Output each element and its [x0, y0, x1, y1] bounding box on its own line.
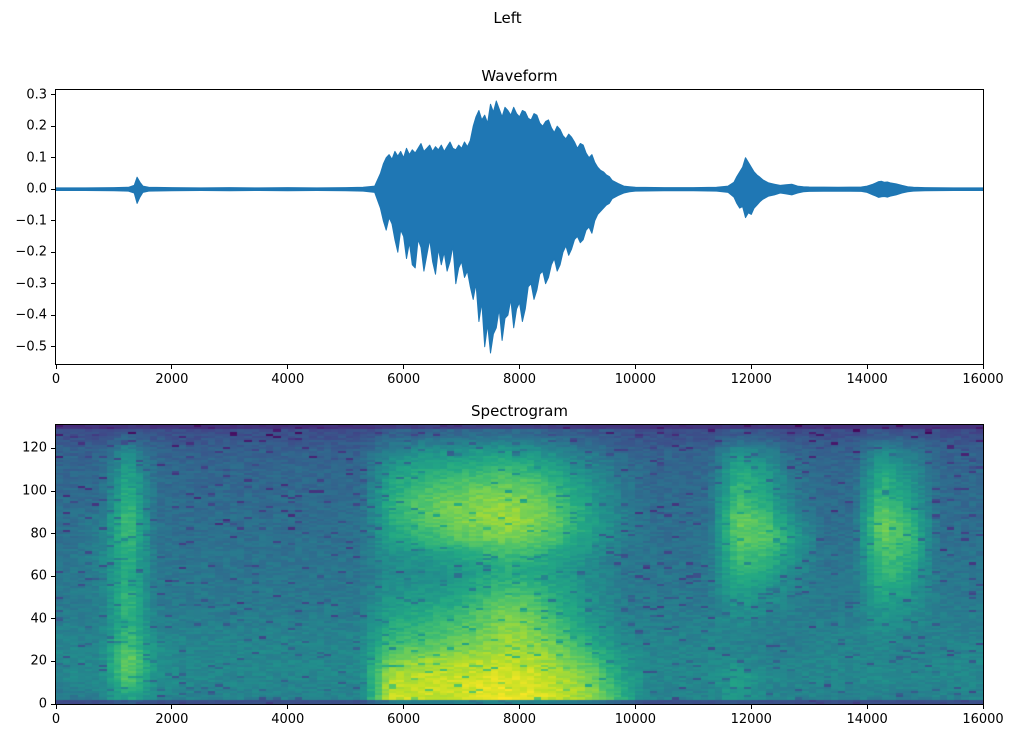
- x-tick-mark: [403, 705, 405, 709]
- y-tick-label: 80: [30, 526, 47, 542]
- y-tick-label: −0.4: [15, 307, 47, 323]
- waveform-plot-area: [55, 89, 984, 365]
- y-tick-mark: [51, 94, 55, 96]
- spectrogram-plot-area: [55, 424, 984, 705]
- y-tick-label: 40: [30, 611, 47, 627]
- y-tick-mark: [51, 447, 55, 449]
- x-tick-mark: [55, 705, 57, 709]
- x-tick-label: 14000: [846, 712, 888, 727]
- x-tick-label: 4000: [271, 372, 305, 387]
- x-tick-mark: [982, 705, 984, 709]
- x-tick-mark: [634, 365, 636, 369]
- x-tick-mark: [171, 705, 173, 709]
- y-tick-label: 0.3: [26, 87, 47, 103]
- x-tick-label: 10000: [614, 372, 657, 387]
- x-tick-label: 16000: [962, 372, 1004, 387]
- x-tick-mark: [866, 365, 868, 369]
- x-tick-mark: [55, 365, 57, 369]
- y-tick-label: −0.2: [15, 244, 47, 260]
- y-tick-mark: [51, 125, 55, 127]
- x-tick-label: 6000: [387, 372, 421, 387]
- x-tick-mark: [287, 365, 289, 369]
- y-tick-label: 0.2: [26, 118, 47, 134]
- y-tick-label: −0.3: [15, 276, 47, 292]
- x-tick-label: 12000: [730, 372, 772, 387]
- x-tick-mark: [982, 365, 984, 369]
- y-tick-label: 60: [30, 568, 47, 584]
- y-tick-mark: [51, 346, 55, 348]
- x-tick-label: 0: [51, 712, 61, 727]
- y-tick-mark: [51, 490, 55, 492]
- y-tick-mark: [51, 251, 55, 253]
- y-tick-mark: [51, 533, 55, 535]
- y-tick-label: 20: [30, 653, 47, 669]
- y-tick-mark: [51, 703, 55, 705]
- y-tick-mark: [51, 575, 55, 577]
- y-tick-label: 0.0: [26, 181, 47, 197]
- y-tick-label: −0.5: [15, 339, 47, 355]
- x-tick-label: 12000: [730, 712, 772, 727]
- x-tick-mark: [403, 365, 405, 369]
- y-tick-label: 100: [22, 483, 47, 499]
- y-tick-mark: [51, 157, 55, 159]
- x-tick-mark: [519, 705, 520, 709]
- y-tick-mark: [51, 314, 55, 316]
- y-tick-mark: [51, 660, 55, 662]
- x-tick-mark: [171, 365, 173, 369]
- y-tick-mark: [51, 283, 55, 285]
- waveform-trace: [56, 100, 983, 354]
- x-tick-mark: [287, 705, 289, 709]
- spectrogram-image: [56, 425, 983, 704]
- waveform-envelope-polygon: [56, 100, 983, 354]
- x-tick-label: 10000: [614, 712, 657, 727]
- y-tick-mark: [51, 220, 55, 222]
- figure-suptitle: Left: [493, 9, 522, 27]
- y-tick-label: −0.1: [15, 213, 47, 229]
- x-tick-label: 8000: [502, 712, 537, 727]
- x-tick-label: 14000: [846, 372, 888, 387]
- x-tick-label: 16000: [962, 712, 1004, 727]
- spectrogram-title: Spectrogram: [471, 402, 568, 420]
- x-tick-mark: [634, 705, 636, 709]
- x-tick-label: 0: [51, 372, 61, 387]
- x-tick-mark: [750, 365, 752, 369]
- x-tick-mark: [519, 365, 520, 369]
- y-tick-label: 120: [22, 440, 47, 456]
- x-tick-label: 6000: [387, 712, 421, 727]
- x-tick-mark: [866, 705, 868, 709]
- y-tick-mark: [51, 618, 55, 620]
- y-tick-label: 0: [38, 696, 47, 712]
- y-tick-mark: [51, 188, 55, 190]
- x-tick-label: 8000: [502, 372, 537, 387]
- x-tick-label: 2000: [155, 372, 189, 387]
- waveform-title: Waveform: [481, 67, 558, 85]
- x-tick-mark: [750, 705, 752, 709]
- y-tick-label: 0.1: [26, 150, 47, 166]
- x-tick-label: 4000: [271, 712, 305, 727]
- x-tick-label: 2000: [155, 712, 189, 727]
